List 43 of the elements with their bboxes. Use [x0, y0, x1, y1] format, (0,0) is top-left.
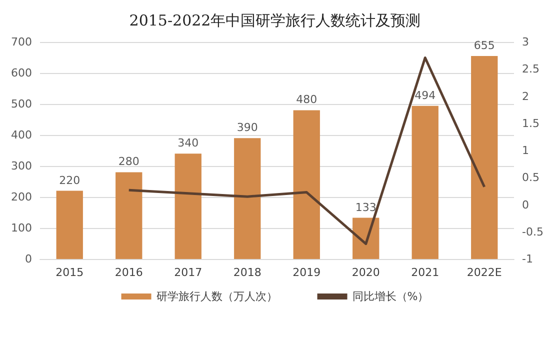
text: 390 [236, 121, 258, 134]
y2-tick-label: 2.5 [522, 62, 540, 76]
text: 133 [355, 200, 376, 214]
bar [412, 106, 438, 259]
y2-tick-label: 1.5 [522, 116, 540, 130]
text: 494 [414, 88, 436, 102]
x-tick-label: 2020 [352, 266, 380, 279]
legend-label: 研学旅行人数（万人次） [156, 290, 278, 303]
chart-title: 2015-2022年中国研学旅行人数统计及预测 [129, 12, 421, 30]
y-tick-label: 500 [11, 98, 32, 110]
x-tick-label: 2015 [56, 266, 84, 279]
text: 480 [296, 93, 318, 106]
y2-tick-label: 2 [522, 90, 529, 103]
text: 220 [59, 174, 80, 187]
bar [174, 154, 202, 259]
y2-tick-label: 3 [522, 36, 529, 48]
x-tick-label: 2017 [174, 266, 202, 279]
y-tick-label: 0 [25, 252, 32, 266]
y-tick-label: 200 [11, 190, 32, 204]
y2-tick-label: 0 [522, 198, 529, 212]
y-tick-label: 600 [11, 66, 32, 80]
x-tick-label: 2022E [466, 266, 502, 279]
x-tick-label: 2021 [411, 266, 440, 279]
y-tick-label: 400 [11, 128, 32, 142]
text: 280 [118, 155, 140, 168]
text: 655 [474, 38, 495, 52]
y2-tick-label: 1 [522, 144, 529, 157]
y2-tick-label: -0.5 [522, 225, 544, 238]
bar [293, 110, 320, 259]
bar [116, 172, 142, 259]
y-tick-label: 100 [11, 222, 32, 234]
y2-tick-label: 0.5 [522, 171, 540, 184]
y2-tick-label: -1 [522, 252, 533, 266]
bar [234, 138, 261, 259]
x-tick-label: 2018 [233, 266, 262, 279]
text: 340 [178, 136, 199, 150]
y-tick-label: 700 [11, 36, 32, 48]
legend-label: 同比增长（%） [352, 290, 429, 303]
bar [471, 56, 498, 259]
x-tick-label: 2016 [114, 266, 143, 279]
x-tick-label: 2019 [292, 266, 321, 279]
y-tick-label: 300 [11, 160, 32, 172]
bar [56, 190, 83, 259]
